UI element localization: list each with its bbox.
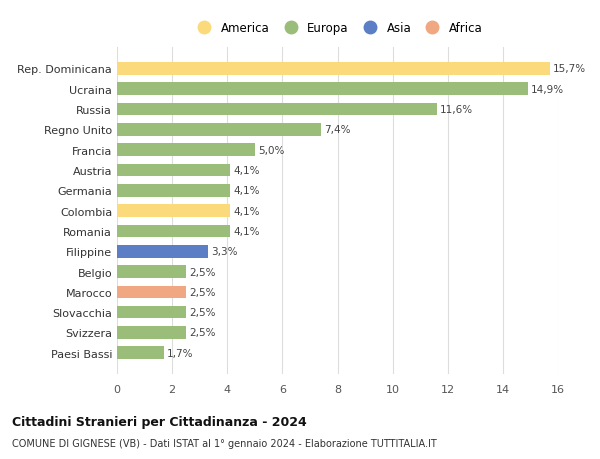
Text: 2,5%: 2,5% xyxy=(189,308,216,318)
Bar xyxy=(117,326,186,339)
Text: 2,5%: 2,5% xyxy=(189,267,216,277)
Text: COMUNE DI GIGNESE (VB) - Dati ISTAT al 1° gennaio 2024 - Elaborazione TUTTITALIA: COMUNE DI GIGNESE (VB) - Dati ISTAT al 1… xyxy=(12,438,437,448)
Bar xyxy=(117,205,230,218)
Text: 15,7%: 15,7% xyxy=(553,64,586,74)
Text: 2,5%: 2,5% xyxy=(189,287,216,297)
Bar xyxy=(117,144,255,157)
Text: 14,9%: 14,9% xyxy=(531,84,564,95)
Bar xyxy=(117,185,230,197)
Bar xyxy=(117,286,186,298)
Text: Cittadini Stranieri per Cittadinanza - 2024: Cittadini Stranieri per Cittadinanza - 2… xyxy=(12,415,307,428)
Bar xyxy=(117,347,164,359)
Text: 11,6%: 11,6% xyxy=(440,105,473,115)
Text: 2,5%: 2,5% xyxy=(189,328,216,338)
Text: 1,7%: 1,7% xyxy=(167,348,194,358)
Text: 4,1%: 4,1% xyxy=(233,166,260,176)
Bar xyxy=(117,266,186,278)
Bar xyxy=(117,225,230,238)
Bar xyxy=(117,246,208,258)
Bar xyxy=(117,63,550,76)
Bar xyxy=(117,124,321,136)
Legend: America, Europa, Asia, Africa: America, Europa, Asia, Africa xyxy=(189,18,486,38)
Text: 4,1%: 4,1% xyxy=(233,206,260,216)
Bar xyxy=(117,83,527,96)
Text: 7,4%: 7,4% xyxy=(324,125,351,135)
Text: 5,0%: 5,0% xyxy=(258,146,284,155)
Text: 4,1%: 4,1% xyxy=(233,186,260,196)
Text: 3,3%: 3,3% xyxy=(211,246,238,257)
Bar xyxy=(117,104,437,116)
Bar xyxy=(117,164,230,177)
Text: 4,1%: 4,1% xyxy=(233,226,260,236)
Bar xyxy=(117,306,186,319)
